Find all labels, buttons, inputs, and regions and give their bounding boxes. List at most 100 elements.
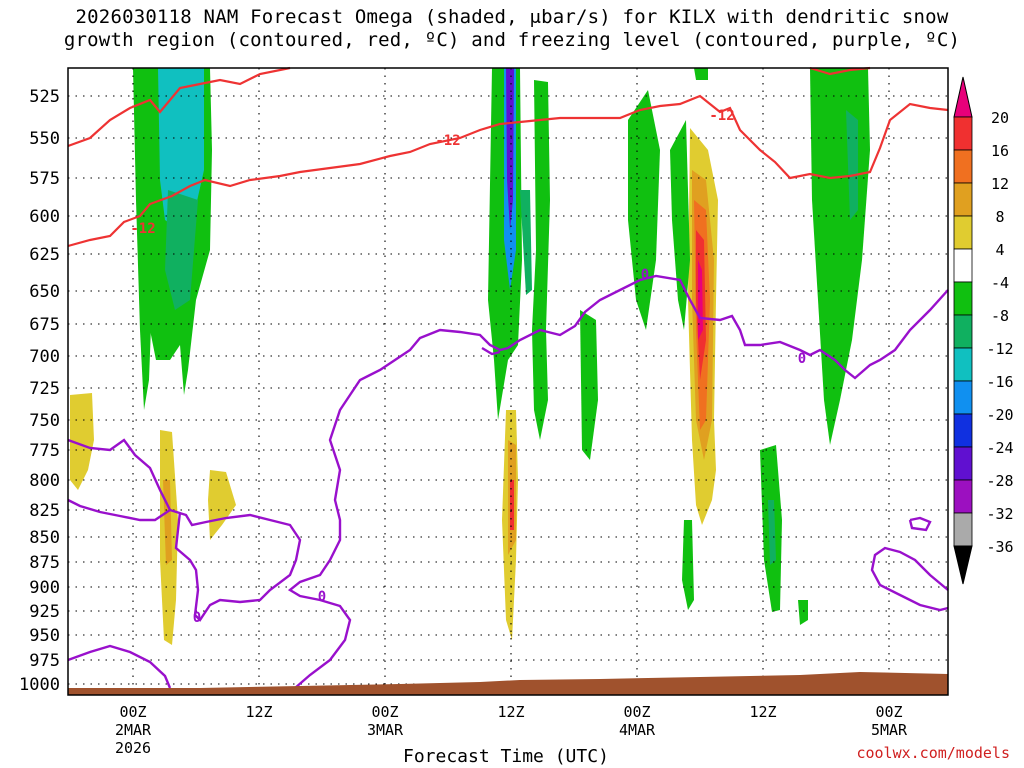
y-tick-800: 800 [29,471,60,491]
plot-frame [67,67,949,696]
contour-label-5: 0 [318,589,326,605]
x-tick-36: 12Z [497,703,524,721]
freezing-level-loop [169,508,302,622]
y-tick-550: 550 [29,129,60,149]
colorbar-label-12: -32 [986,505,1013,523]
x-tick-72: 00Z [875,703,902,721]
y-tick-950: 950 [29,626,60,646]
x-tick-60: 12Z [749,703,776,721]
colorbar-segment-4 [953,215,973,250]
terrain-fill [68,672,948,695]
y-tick-600: 600 [29,207,60,227]
omega-shading [70,68,870,645]
y-tick-975: 975 [29,651,60,671]
colorbar-label-4: 4 [995,241,1004,259]
omega-column-f [798,600,808,625]
omega-column-top [694,68,708,80]
terrain-polygon [68,672,948,695]
colorbar-label-1: 16 [991,142,1009,160]
contour-label-6: 0 [193,610,201,626]
y-tick-625: 625 [29,245,60,265]
chart-title-line-2: growth region (contoured, red, ºC) and f… [63,29,961,51]
y-tick-875: 875 [29,553,60,573]
contour-label-0: -12 [130,221,155,237]
omega-column-d [682,520,694,610]
colorbar-label-2: 12 [991,175,1009,193]
y-tick-650: 650 [29,282,60,302]
y-tick-925: 925 [29,602,60,622]
freezing-level-main [287,274,949,689]
contour-label-1: -12 [435,133,460,149]
colorbar-segment-10 [953,413,973,448]
freezing-level-12z-seg [481,346,501,356]
colorbar-label-10: -24 [986,439,1013,457]
contour-label-4: 0 [798,351,806,367]
omega-column-early-a [133,68,152,410]
omega-column-12z-b [532,80,550,440]
colorbar-segment-11 [953,446,973,481]
x-tick-date-72: 5MAR [871,721,908,739]
colorbar-segment-2 [953,149,973,184]
omega-down-left [70,393,94,490]
freezing-level-left [67,438,172,522]
y-tick-525: 525 [29,87,60,107]
omega-column-12z-teal [520,190,532,295]
red-contour-upper [67,66,291,148]
dendritic-growth-contours [67,66,949,248]
omega-column-early-cyan [158,68,204,230]
x-tick-0: 00Z [119,703,146,721]
x-tick-year-0: 2026 [115,739,151,757]
colorbar-label-13: -36 [986,538,1013,556]
x-axis-title: Forecast Time (UTC) [403,746,609,767]
omega-column-e-teal [768,500,776,565]
colorbar-segment-6 [953,281,973,316]
colorbar-label-9: -20 [986,406,1013,424]
contour-label-2: -12 [709,108,734,124]
y-tick-850: 850 [29,528,60,548]
x-tick-date-48: 4MAR [619,721,656,739]
contour-labels: -12 -12 -12 0 0 0 0 [130,108,806,626]
omega-down-12z-red [510,480,514,530]
x-tick-date-0: 2MAR [115,721,152,739]
y-tick-775: 775 [29,441,60,461]
red-contour-lower [67,94,949,248]
colorbar-label-5: -4 [991,274,1009,292]
red-contour-top-right [809,66,871,76]
colorbar-segment-12 [953,479,973,514]
omega-column-c [670,120,690,330]
omega-down-early-2 [208,470,236,540]
colorbar-label-0: 20 [991,109,1009,127]
credit-text: coolwx.com/models [856,744,1010,762]
omega-column-b [628,90,660,330]
y-axis: 525 550 575 600 625 650 675 700 725 750 775 800 825 8… [19,87,60,695]
omega-column-a [580,310,598,460]
colorbar-cap-top [953,76,973,118]
omega-column-early-teal [165,190,198,310]
y-tick-825: 825 [29,501,60,521]
freezing-level-bottom-left [67,644,172,689]
omega-down-core-20 [698,260,703,340]
colorbar: 20 16 12 8 4 -4 -8 -12 -16 -20 -24 -28 -32 -36 [953,76,1014,585]
chart-title: 2026030118 NAM Forecast Omega (shaded, μ… [0,6,1024,52]
y-tick-575: 575 [29,169,60,189]
y-tick-900: 900 [29,578,60,598]
omega-column-12z-purple [506,68,514,230]
freezing-level-right [870,546,949,612]
colorbar-label-7: -12 [986,340,1013,358]
colorbar-segment-7 [953,314,973,349]
x-tick-12: 12Z [245,703,272,721]
y-tick-750: 750 [29,411,60,431]
colorbar-segment-1 [953,116,973,151]
colorbar-label-8: -16 [986,373,1013,391]
freezing-level-small-loop [908,516,932,532]
y-tick-700: 700 [29,347,60,367]
chart-title-line-1: 2026030118 NAM Forecast Omega (shaded, μ… [75,6,949,28]
colorbar-segment-9 [953,380,973,415]
colorbar-segment-3 [953,182,973,217]
freezing-level-contours [67,274,949,689]
colorbar-segment-5 [953,248,973,283]
contour-label-3: 0 [641,267,649,283]
x-tick-24: 00Z [371,703,398,721]
